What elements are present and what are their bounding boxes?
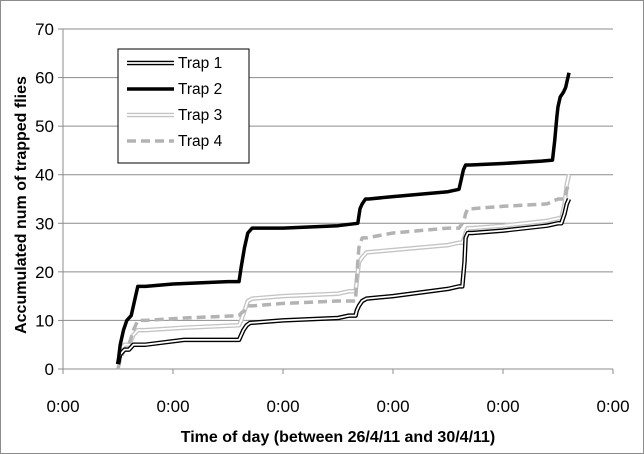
y-tick-label: 40 xyxy=(35,166,54,185)
series-line-stroke xyxy=(117,198,570,365)
legend-item: Trap 1 xyxy=(127,55,222,72)
series-line-trap-3 xyxy=(115,174,572,365)
y-tick-label: 50 xyxy=(35,117,54,136)
tick-labels: 0 10 20 30 40 50 60 70 0:00 0:00 0:00 0:00 0:00 0:00 xyxy=(35,20,629,416)
legend-label: Trap 4 xyxy=(178,133,223,150)
plot-area xyxy=(115,72,572,370)
x-tick-label: 0:00 xyxy=(486,397,519,416)
legend-box xyxy=(117,48,250,164)
legend-label: Trap 3 xyxy=(178,107,222,124)
x-tick-label: 0:00 xyxy=(376,397,409,416)
y-tick-label: 10 xyxy=(35,311,54,330)
x-tick-label: 0:00 xyxy=(156,397,189,416)
x-tick-label: 0:00 xyxy=(266,397,299,416)
y-tick-label: 20 xyxy=(35,263,54,282)
legend-label: Trap 2 xyxy=(178,81,222,98)
series-line-trap-2 xyxy=(116,72,571,365)
legend-label: Trap 1 xyxy=(178,55,222,72)
series-line-trap-4 xyxy=(116,183,571,370)
y-tick-label: 70 xyxy=(35,20,54,39)
legend-item: Trap 2 xyxy=(127,81,222,98)
y-tick-label: 0 xyxy=(45,360,54,379)
x-axis-title: Time of day (between 26/4/11 and 30/4/11… xyxy=(181,429,496,446)
y-axis-title: Accumulated num of trapped flies xyxy=(13,76,30,334)
axes xyxy=(58,28,614,374)
series-line-stroke xyxy=(115,174,572,365)
series-line-stroke xyxy=(117,174,570,365)
legend-item: Trap 3 xyxy=(127,107,222,124)
legend: Trap 1 Trap 2 Trap 3 Trap 4 xyxy=(117,48,250,164)
y-tick-label: 30 xyxy=(35,214,54,233)
x-tick-label: 0:00 xyxy=(596,397,629,416)
series-line-stroke xyxy=(116,72,571,365)
y-tick-label: 60 xyxy=(35,69,54,88)
series-line-stroke xyxy=(116,183,571,370)
series-line-trap-1 xyxy=(115,198,572,365)
x-tick-label: 0:00 xyxy=(46,397,79,416)
legend-item: Trap 4 xyxy=(127,133,223,150)
